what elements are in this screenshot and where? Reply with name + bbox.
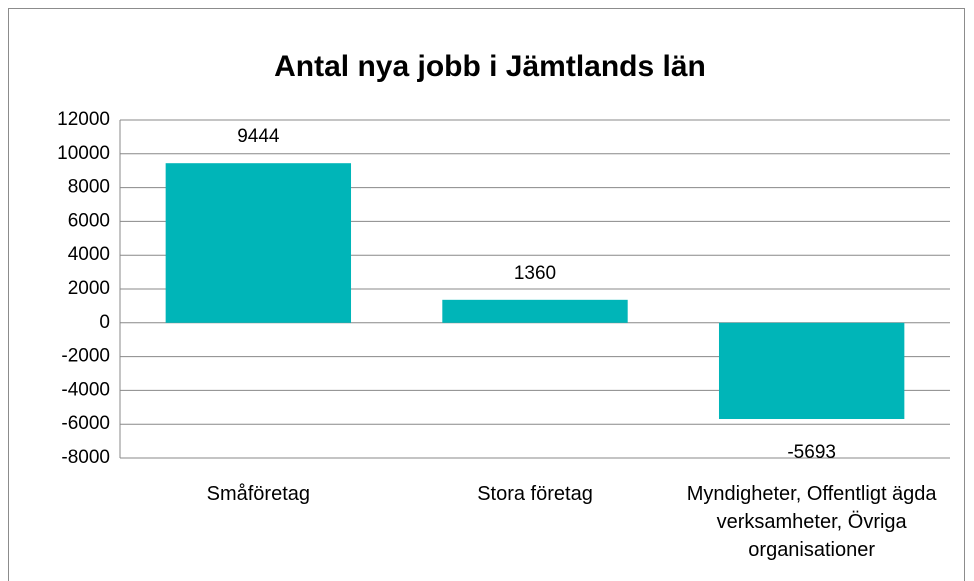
y-tick-label: -4000 — [61, 379, 110, 400]
x-tick-label: Myndigheter, Offentligt ägda verksamhete… — [686, 483, 937, 561]
y-tick-label: 0 — [99, 312, 110, 333]
bar — [442, 299, 628, 323]
y-tick-label: 6000 — [68, 210, 110, 231]
y-tick-label: -6000 — [61, 413, 110, 434]
y-tick-label: -8000 — [61, 447, 110, 468]
value-label: 1360 — [514, 263, 556, 284]
y-tick-label: 2000 — [68, 278, 110, 299]
x-tick-label: Stora företag — [477, 483, 593, 505]
chart-title: Antal nya jobb i Jämtlands län — [274, 50, 706, 83]
value-label: 9444 — [237, 126, 280, 147]
value-label: -5693 — [787, 442, 836, 463]
y-tick-label: 4000 — [68, 244, 110, 265]
y-tick-label: 10000 — [57, 143, 110, 164]
x-tick-label: Småföretag — [206, 483, 311, 505]
y-tick-label: 8000 — [68, 177, 110, 198]
y-tick-label: 12000 — [57, 109, 110, 130]
y-tick-label: -2000 — [61, 346, 110, 367]
bar — [718, 322, 905, 420]
bar — [165, 163, 352, 323]
